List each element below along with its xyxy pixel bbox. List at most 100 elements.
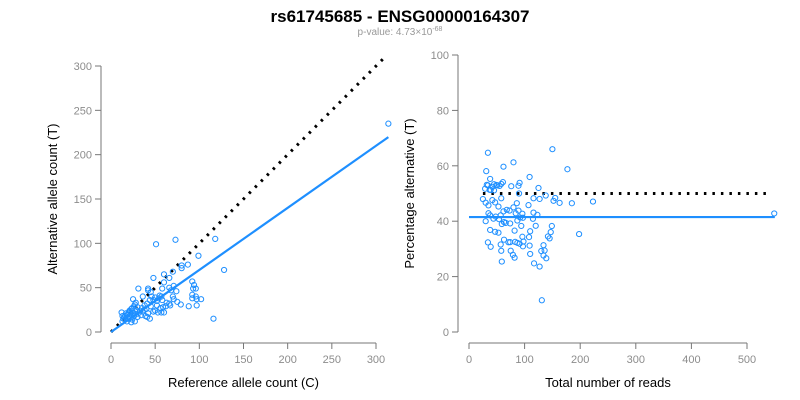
data-point bbox=[189, 278, 196, 285]
data-point bbox=[155, 295, 162, 302]
y-tick-label: 50 bbox=[80, 283, 92, 295]
data-point bbox=[499, 179, 507, 186]
data-point bbox=[184, 261, 191, 268]
data-point bbox=[525, 234, 533, 241]
data-point bbox=[492, 228, 499, 235]
fit-line bbox=[110, 136, 389, 333]
data-point bbox=[500, 208, 507, 215]
x-tick-label: 300 bbox=[367, 354, 385, 366]
data-point bbox=[536, 263, 543, 270]
data-point bbox=[500, 163, 507, 170]
data-point bbox=[142, 312, 149, 320]
data-point bbox=[507, 220, 514, 227]
x-tick-label: 150 bbox=[234, 354, 252, 366]
y-tick-label: 0 bbox=[443, 327, 449, 339]
data-point bbox=[174, 298, 181, 305]
data-point bbox=[547, 229, 554, 236]
data-point bbox=[487, 226, 494, 234]
data-point bbox=[193, 296, 200, 303]
data-point bbox=[511, 254, 518, 261]
data-point bbox=[527, 228, 534, 235]
data-point bbox=[490, 187, 498, 194]
data-point bbox=[516, 240, 523, 247]
data-point bbox=[220, 266, 228, 274]
data-point bbox=[195, 252, 202, 259]
x-axis-label: Total number of reads bbox=[545, 375, 671, 390]
data-point bbox=[160, 271, 168, 278]
data-point bbox=[482, 185, 489, 192]
data-point bbox=[771, 210, 778, 217]
data-point bbox=[549, 146, 556, 153]
data-point bbox=[546, 235, 553, 242]
y-tick-label: 20 bbox=[437, 272, 449, 284]
data-point bbox=[157, 304, 164, 312]
data-point bbox=[169, 268, 176, 275]
identity-line bbox=[109, 54, 388, 334]
data-point bbox=[589, 198, 597, 205]
data-point bbox=[139, 293, 146, 300]
data-point bbox=[150, 274, 157, 282]
data-point bbox=[150, 308, 157, 315]
data-point bbox=[185, 303, 192, 310]
data-point bbox=[147, 289, 154, 296]
data-point bbox=[484, 239, 492, 246]
data-point bbox=[492, 199, 499, 206]
data-point bbox=[485, 202, 492, 209]
data-point bbox=[511, 227, 518, 234]
data-point bbox=[482, 218, 489, 225]
data-point bbox=[178, 262, 185, 269]
data-point bbox=[128, 319, 135, 326]
data-point bbox=[503, 206, 510, 213]
data-point bbox=[556, 199, 563, 206]
x-tick-label: 100 bbox=[190, 354, 208, 366]
data-point bbox=[513, 200, 520, 207]
data-point bbox=[548, 222, 555, 230]
y-tick-label: 0 bbox=[86, 327, 92, 339]
right-panel: 0 20 40 60 80 100 0 100 200 300 400 500 Total number… bbox=[402, 50, 778, 390]
y-tick-label: 40 bbox=[437, 216, 449, 228]
data-point bbox=[483, 181, 490, 188]
data-point bbox=[495, 203, 502, 210]
data-point bbox=[189, 291, 196, 298]
x-tick-label: 100 bbox=[515, 354, 533, 366]
data-point bbox=[541, 247, 548, 254]
x-tick-label: 300 bbox=[627, 354, 645, 366]
data-point bbox=[170, 296, 177, 303]
data-point bbox=[530, 195, 537, 202]
data-point bbox=[173, 288, 180, 295]
x-tick-label: 400 bbox=[682, 354, 700, 366]
data-point bbox=[542, 192, 549, 199]
data-point bbox=[483, 168, 490, 175]
data-point bbox=[540, 252, 547, 259]
data-point bbox=[564, 166, 571, 173]
data-point bbox=[484, 149, 492, 156]
data-point bbox=[163, 299, 170, 306]
data-point bbox=[507, 247, 514, 254]
data-point bbox=[536, 195, 543, 203]
data-point bbox=[498, 247, 505, 254]
data-point bbox=[519, 233, 526, 240]
data-point bbox=[508, 183, 515, 190]
left-panel: 0 50 100 150 200 250 300 0 50 100 150 200 250 300 Refe… bbox=[45, 54, 392, 390]
y-tick-label: 100 bbox=[74, 238, 92, 250]
data-point bbox=[526, 173, 533, 181]
data-point bbox=[530, 260, 538, 267]
x-tick-label: 50 bbox=[149, 354, 161, 366]
data-point bbox=[152, 241, 160, 248]
data-point bbox=[525, 202, 532, 209]
data-point bbox=[190, 285, 197, 292]
data-point bbox=[498, 195, 505, 202]
data-point bbox=[510, 204, 517, 211]
data-point bbox=[510, 159, 517, 166]
y-axis-label: Percentage alternative (T) bbox=[402, 118, 417, 268]
data-point bbox=[118, 309, 125, 316]
data-point bbox=[495, 229, 502, 236]
data-point bbox=[515, 182, 522, 189]
y-tick-label: 60 bbox=[437, 161, 449, 173]
y-tick-label: 150 bbox=[74, 194, 92, 206]
data-point bbox=[177, 301, 184, 308]
data-point bbox=[160, 309, 168, 316]
x-tick-label: 0 bbox=[108, 354, 114, 366]
x-axis-label: Reference allele count (C) bbox=[168, 375, 319, 390]
